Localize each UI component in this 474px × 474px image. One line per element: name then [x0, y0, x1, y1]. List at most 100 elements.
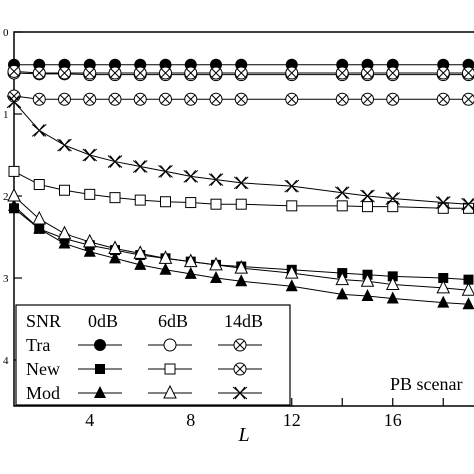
point	[159, 66, 172, 80]
point	[32, 66, 46, 80]
point	[108, 92, 122, 106]
point	[437, 295, 450, 308]
point	[57, 138, 72, 152]
point	[461, 282, 474, 296]
x-tick-label: 16	[384, 410, 402, 430]
point	[436, 92, 450, 106]
point	[386, 291, 399, 304]
legend-entry	[218, 362, 262, 376]
legend-header-14db: 14dB	[224, 311, 263, 331]
point	[233, 338, 247, 352]
point	[163, 338, 177, 352]
point	[360, 273, 375, 287]
point	[286, 200, 298, 212]
point	[108, 66, 122, 80]
point	[159, 262, 172, 275]
point	[462, 297, 474, 310]
point	[94, 339, 106, 351]
point	[209, 256, 223, 271]
point	[284, 264, 299, 279]
point	[334, 186, 350, 200]
legend-header-6db: 6dB	[158, 311, 188, 331]
legend-header-snr: SNR	[26, 311, 61, 331]
point	[32, 92, 46, 106]
legend-row-new: New	[26, 359, 60, 379]
series	[6, 95, 474, 211]
point	[233, 176, 249, 190]
legend-row-mod: Mod	[26, 383, 60, 403]
point	[361, 289, 374, 302]
series-line	[13, 101, 469, 205]
series-line	[13, 170, 469, 209]
point	[387, 271, 398, 282]
point	[436, 279, 451, 294]
point	[134, 257, 147, 270]
point	[436, 66, 450, 80]
point	[133, 66, 147, 80]
point	[386, 66, 400, 80]
legend-entry	[148, 363, 192, 375]
point	[209, 92, 223, 106]
legend-row-tra: Tra	[26, 335, 50, 355]
point	[360, 189, 375, 203]
point	[184, 66, 198, 80]
point	[208, 173, 224, 186]
point	[7, 64, 21, 78]
x-tick-label: 8	[186, 410, 195, 430]
legend-entry	[78, 386, 122, 398]
point	[209, 66, 223, 80]
point	[234, 260, 249, 274]
point	[285, 92, 299, 106]
point	[210, 271, 222, 283]
series-line	[13, 72, 469, 76]
point	[107, 155, 123, 168]
point	[8, 165, 20, 177]
point	[163, 384, 177, 399]
y-tick-label: 1	[3, 109, 9, 121]
point	[232, 386, 248, 400]
annotation: PB scenar	[390, 374, 462, 394]
legend-entry	[78, 339, 122, 351]
y-tick-label: 0	[3, 27, 9, 39]
point	[59, 184, 70, 196]
point	[183, 253, 198, 268]
point	[462, 92, 474, 106]
point	[210, 198, 222, 210]
point	[160, 196, 171, 208]
x-axis-label: L	[237, 424, 249, 446]
series	[8, 165, 474, 214]
legend-entry	[148, 338, 192, 352]
point	[361, 66, 374, 80]
point	[335, 271, 350, 286]
point	[95, 364, 105, 374]
point	[82, 148, 98, 162]
point	[438, 273, 449, 283]
point	[235, 274, 248, 287]
point	[82, 233, 97, 248]
point	[109, 192, 121, 204]
plot-frame	[13, 31, 474, 407]
point	[33, 179, 45, 191]
point	[33, 221, 46, 234]
point	[133, 92, 147, 106]
series-line	[13, 205, 469, 305]
series-line	[13, 70, 469, 74]
point	[385, 192, 401, 205]
point	[387, 201, 399, 213]
point	[158, 250, 173, 264]
point	[234, 92, 248, 106]
point	[233, 362, 247, 376]
point	[185, 197, 197, 209]
point	[159, 92, 172, 106]
x-tick-label: 12	[283, 410, 301, 430]
point	[84, 188, 96, 200]
point	[361, 92, 374, 106]
legend-marks	[78, 338, 262, 400]
y-axis: 0 1 2 3 4	[3, 27, 22, 367]
point	[134, 194, 146, 206]
point	[437, 202, 449, 214]
point	[94, 386, 106, 398]
point	[284, 179, 300, 193]
point	[336, 287, 349, 300]
